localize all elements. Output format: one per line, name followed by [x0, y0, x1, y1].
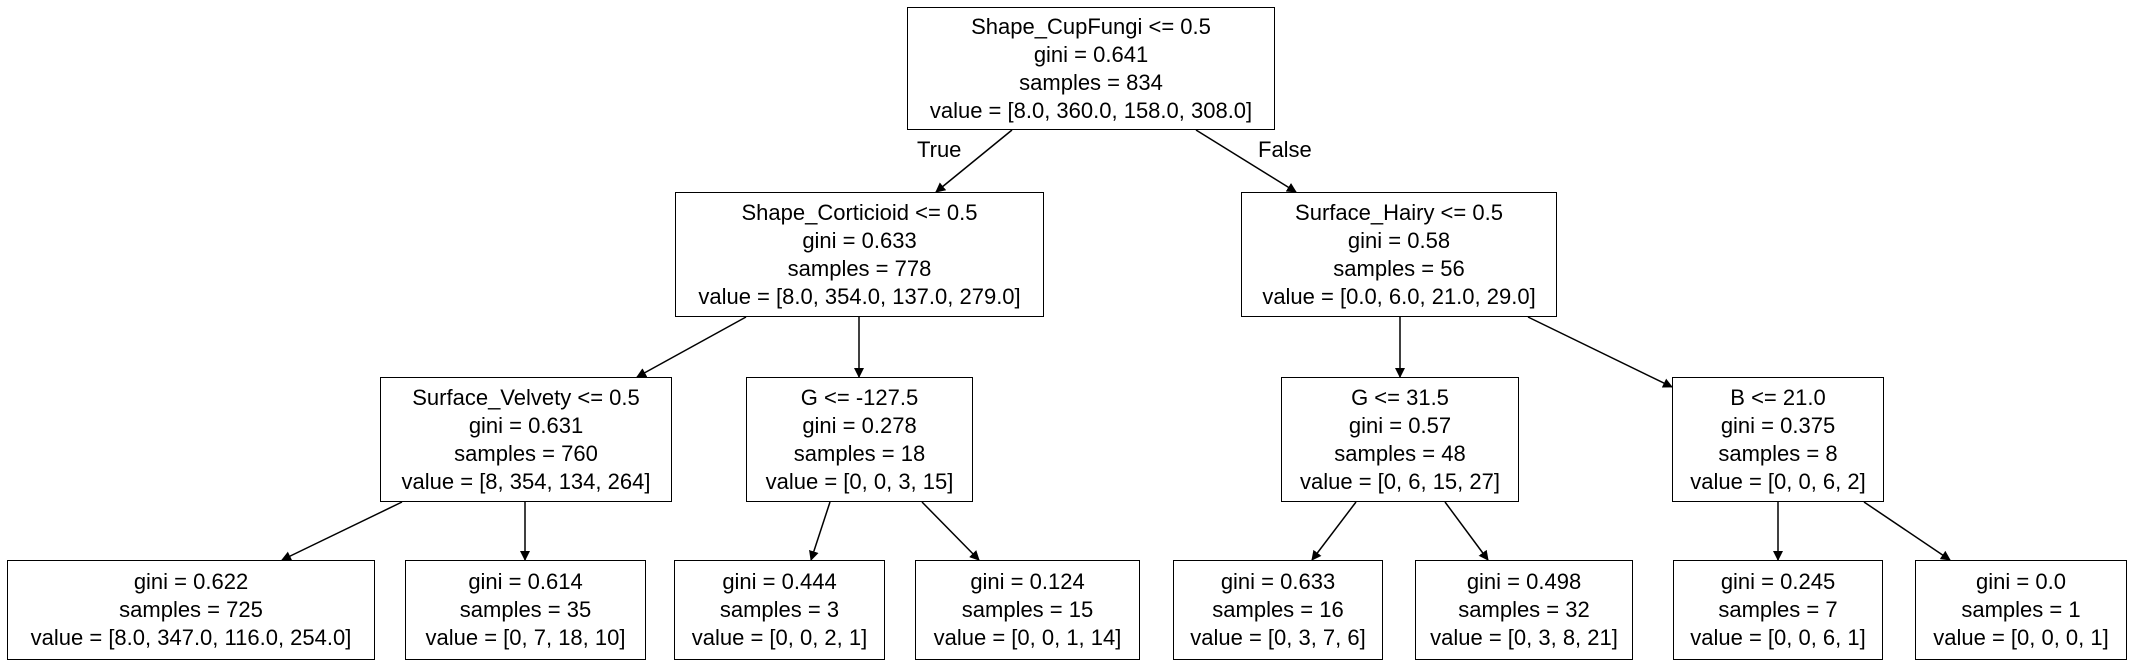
node-line: value = [0, 0, 0, 1] [1933, 625, 2109, 650]
node-line: value = [0, 0, 2, 1] [691, 625, 868, 650]
node-line: samples = 35 [459, 597, 592, 622]
node-line: gini = 0.124 [970, 569, 1085, 594]
node-line: samples = 3 [719, 597, 840, 622]
node-line: samples = 56 [1333, 255, 1465, 281]
node-line: value = [0, 0, 6, 2] [1690, 468, 1866, 494]
node-line: gini = 0.444 [722, 569, 837, 594]
tree-node-n5: G <= 31.5 gini = 0.57 samples = 48 value = … [1281, 377, 1519, 502]
tree-node-n8: gini = 0.614 samples = 35 value = [0, 7, 1… [405, 560, 646, 660]
edge-n2-n6 [1527, 316, 1673, 388]
tree-node-n9: gini = 0.444 samples = 3 value = [0, 0, 2,… [674, 560, 885, 660]
node-line: samples = 48 [1334, 440, 1466, 466]
node-line: gini = 0.278 [802, 412, 917, 438]
node-line: gini = 0.498 [1466, 569, 1582, 594]
node-line: G <= 31.5 [1351, 384, 1449, 410]
node-line: samples = 760 [454, 440, 598, 466]
node-line: samples = 18 [793, 440, 926, 466]
node-line: value = [8.0, 360.0, 158.0, 308.0] [929, 97, 1253, 123]
edge-label-false: False [1258, 137, 1312, 162]
node-line: gini = 0.245 [1720, 569, 1836, 594]
node-line: value = [8, 354, 134, 264] [401, 468, 651, 494]
tree-node-n10: gini = 0.124 samples = 15 value = [0, 0, 1… [915, 560, 1140, 660]
edge-n0-n1 [935, 129, 1013, 193]
node-line: value = [0.0, 6.0, 21.0, 29.0] [1262, 283, 1536, 309]
node-line: samples = 8 [1718, 440, 1838, 466]
node-line: Shape_Corticioid <= 0.5 [741, 199, 978, 225]
edge-n0-n2 [1195, 129, 1297, 193]
edge-n5-n12 [1444, 501, 1489, 561]
node-line: value = [0, 0, 1, 14] [933, 625, 1122, 650]
edge-n3-n7 [281, 501, 403, 561]
tree-node-n0: Shape_CupFungi <= 0.5 gini = 0.641 samples… [907, 7, 1275, 130]
edge-n4-n10 [921, 501, 980, 561]
node-line: gini = 0.57 [1348, 412, 1452, 438]
node-line: value = [0, 6, 15, 27] [1300, 468, 1500, 494]
node-line: value = [0, 0, 3, 15] [765, 468, 954, 494]
tree-node-n2: Surface_Hairy <= 0.5 gini = 0.58 samples =… [1241, 192, 1557, 317]
node-line: Surface_Velvety <= 0.5 [412, 384, 640, 410]
node-line: gini = 0.375 [1720, 412, 1836, 438]
edge-n1-n3 [636, 316, 747, 378]
node-line: samples = 834 [1019, 69, 1163, 95]
tree-node-n1: Shape_Corticioid <= 0.5 gini = 0.633 sampl… [675, 192, 1044, 317]
node-line: value = [8.0, 354.0, 137.0, 279.0] [698, 283, 1021, 309]
tree-node-n14: gini = 0.0 samples = 1 value = [0, 0, 0, 1… [1915, 560, 2127, 660]
tree-node-n6: B <= 21.0 gini = 0.375 samples = 8 value = … [1672, 377, 1884, 502]
node-line: gini = 0.0 [1976, 569, 2066, 594]
node-line: samples = 7 [1718, 597, 1838, 622]
node-line: value = [0, 0, 6, 1] [1690, 625, 1866, 650]
node-line: value = [0, 7, 18, 10] [425, 625, 626, 650]
node-line: gini = 0.622 [133, 569, 249, 594]
node-line: value = [8.0, 347.0, 116.0, 254.0] [30, 625, 352, 650]
edge-n6-n14 [1863, 501, 1951, 561]
node-line: B <= 21.0 [1730, 384, 1826, 410]
node-line: gini = 0.58 [1347, 227, 1451, 253]
node-line: value = [0, 3, 8, 21] [1430, 625, 1618, 650]
tree-node-n4: G <= -127.5 gini = 0.278 samples = 18 value… [746, 377, 973, 502]
node-line: samples = 778 [787, 255, 932, 281]
node-line: gini = 0.633 [802, 227, 917, 253]
tree-node-n3: Surface_Velvety <= 0.5 gini = 0.631 sample… [380, 377, 672, 502]
node-line: gini = 0.631 [468, 412, 584, 438]
edge-label-true: True [917, 137, 962, 162]
node-line: samples = 16 [1212, 597, 1344, 622]
node-line: gini = 0.633 [1220, 569, 1336, 594]
node-line: samples = 725 [119, 597, 263, 622]
edge-n5-n11 [1311, 501, 1357, 561]
node-line: samples = 15 [961, 597, 1094, 622]
node-line: gini = 0.641 [1033, 41, 1149, 67]
node-line: G <= -127.5 [800, 384, 919, 410]
tree-node-n13: gini = 0.245 samples = 7 value = [0, 0, 6,… [1673, 560, 1883, 660]
edge-n4-n9 [809, 501, 831, 561]
node-line: Surface_Hairy <= 0.5 [1295, 199, 1503, 225]
node-line: samples = 32 [1458, 597, 1590, 622]
tree-node-n7: gini = 0.622 samples = 725 value = [8.0, 3… [7, 560, 375, 660]
tree-node-n12: gini = 0.498 samples = 32 value = [0, 3, 8… [1415, 560, 1633, 660]
node-line: samples = 1 [1961, 597, 2081, 622]
node-line: Shape_CupFungi <= 0.5 [971, 13, 1211, 39]
node-line: gini = 0.614 [468, 569, 583, 594]
node-line: value = [0, 3, 7, 6] [1190, 625, 1366, 650]
tree-node-n11: gini = 0.633 samples = 16 value = [0, 3, 7… [1173, 560, 1383, 660]
